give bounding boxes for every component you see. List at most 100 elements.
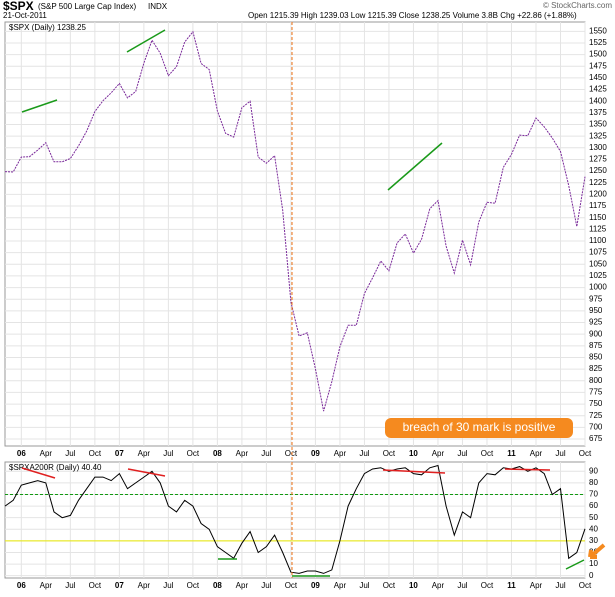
y-tick-label: 1400: [589, 96, 607, 105]
y-tick-label: 70: [589, 490, 598, 499]
x-tick-label: Apr: [40, 581, 53, 590]
x-tick-label: Apr: [432, 449, 445, 458]
series-line: [4, 30, 586, 412]
y-tick-label: 900: [589, 329, 603, 338]
x-tick-label: 08: [213, 449, 222, 458]
y-tick-label: 975: [589, 294, 603, 303]
y-tick-label: 1225: [589, 178, 607, 187]
x-tick-label: Oct: [579, 449, 592, 458]
quote: Open 1215.39 High 1239.03 Low 1215.39 Cl…: [248, 11, 577, 20]
y-tick-label: 800: [589, 376, 603, 385]
x-tick-label: Jul: [261, 581, 271, 590]
lower-panel: [4, 461, 586, 579]
x-tick-label: Apr: [40, 449, 53, 458]
y-tick-label: 1500: [589, 50, 607, 59]
x-tick-label: Oct: [383, 449, 396, 458]
x-tick-label: 07: [115, 449, 124, 458]
exchange: INDX: [148, 2, 168, 11]
y-tick-label: 1375: [589, 108, 607, 117]
y-tick-label: 1475: [589, 61, 607, 70]
x-tick-label: Oct: [187, 581, 200, 590]
y-tick-label: 0: [589, 571, 594, 580]
x-tick-label: Apr: [432, 581, 445, 590]
x-tick-label: Oct: [481, 449, 494, 458]
legend: $SPXA200R (Daily) 40.40: [9, 463, 102, 472]
y-tick-label: 825: [589, 364, 603, 373]
x-tick-label: 09: [311, 449, 320, 458]
x-tick-label: 08: [213, 581, 222, 590]
y-tick-label: 50: [589, 513, 598, 522]
y-tick-label: 10: [589, 559, 598, 568]
symbol: $SPX: [3, 0, 34, 13]
y-tick-label: 1175: [589, 201, 607, 210]
x-tick-label: Oct: [89, 581, 102, 590]
y-tick-label: 1150: [589, 213, 607, 222]
date: 21-Oct-2011: [3, 11, 47, 20]
y-tick-label: 1350: [589, 120, 607, 129]
y-tick-label: 1450: [589, 73, 607, 82]
x-tick-label: Jul: [163, 449, 173, 458]
y-tick-label: 875: [589, 341, 603, 350]
x-tick-label: Apr: [530, 581, 543, 590]
x-tick-label: Oct: [285, 581, 298, 590]
y-tick-label: 1425: [589, 85, 607, 94]
x-tick-label: Jul: [457, 581, 467, 590]
x-tick-label: Jul: [359, 581, 369, 590]
x-tick-label: Jul: [555, 581, 565, 590]
x-tick-label: Apr: [334, 449, 347, 458]
y-tick-label: 750: [589, 399, 603, 408]
x-tick-label: Jul: [261, 449, 271, 458]
y-tick-label: 90: [589, 466, 598, 475]
y-tick-label: 1125: [589, 224, 607, 233]
x-tick-label: Oct: [383, 581, 396, 590]
y-tick-label: 675: [589, 434, 603, 443]
y-tick-label: 1100: [589, 236, 607, 245]
y-tick-label: 60: [589, 501, 598, 510]
y-tick-label: 725: [589, 411, 603, 420]
x-tick-label: Oct: [285, 449, 298, 458]
annotation-box: [385, 418, 573, 438]
x-tick-label: 06: [17, 449, 26, 458]
x-tick-label: 11: [507, 449, 516, 458]
x-tick-label: Apr: [236, 581, 249, 590]
series-line: [4, 464, 586, 574]
y-tick-label: 700: [589, 422, 603, 431]
legend: $SPX (Daily) 1238.25: [9, 23, 86, 32]
x-tick-label: Apr: [236, 449, 249, 458]
x-tick-label: Apr: [334, 581, 347, 590]
y-tick-label: 1325: [589, 131, 607, 140]
x-tick-label: Oct: [89, 449, 102, 458]
y-tick-label: 1550: [589, 26, 607, 35]
x-tick-label: 06: [17, 581, 26, 590]
x-tick-label: Jul: [65, 581, 75, 590]
y-tick-label: 1025: [589, 271, 607, 280]
y-tick-label: 925: [589, 318, 603, 327]
y-tick-label: 1075: [589, 248, 607, 257]
y-tick-label: 1250: [589, 166, 607, 175]
y-tick-label: 850: [589, 353, 603, 362]
y-tick-label: 1050: [589, 259, 607, 268]
arrow: [588, 543, 606, 559]
x-tick-label: Jul: [65, 449, 75, 458]
annotation: breach of 30 mark is positive: [403, 420, 556, 434]
x-tick-label: Jul: [457, 449, 467, 458]
index-name: (S&P 500 Large Cap Index): [38, 2, 136, 11]
x-tick-label: 07: [115, 581, 124, 590]
y-tick-label: 40: [589, 524, 598, 533]
x-tick-label: Apr: [138, 449, 151, 458]
y-tick-label: 1200: [589, 190, 607, 199]
y-tick-label: 1525: [589, 38, 607, 47]
y-tick-label: 1300: [589, 143, 607, 152]
x-tick-label: Oct: [579, 581, 592, 590]
x-tick-label: 10: [409, 449, 418, 458]
x-tick-label: Apr: [138, 581, 151, 590]
y-tick-label: 1000: [589, 283, 607, 292]
y-tick-label: 1275: [589, 155, 607, 164]
x-tick-label: Oct: [481, 581, 494, 590]
y-tick-label: 950: [589, 306, 603, 315]
x-tick-label: Oct: [187, 449, 200, 458]
upper-panel: [4, 21, 586, 447]
trend-lines: [21, 29, 585, 577]
x-tick-label: Jul: [359, 449, 369, 458]
